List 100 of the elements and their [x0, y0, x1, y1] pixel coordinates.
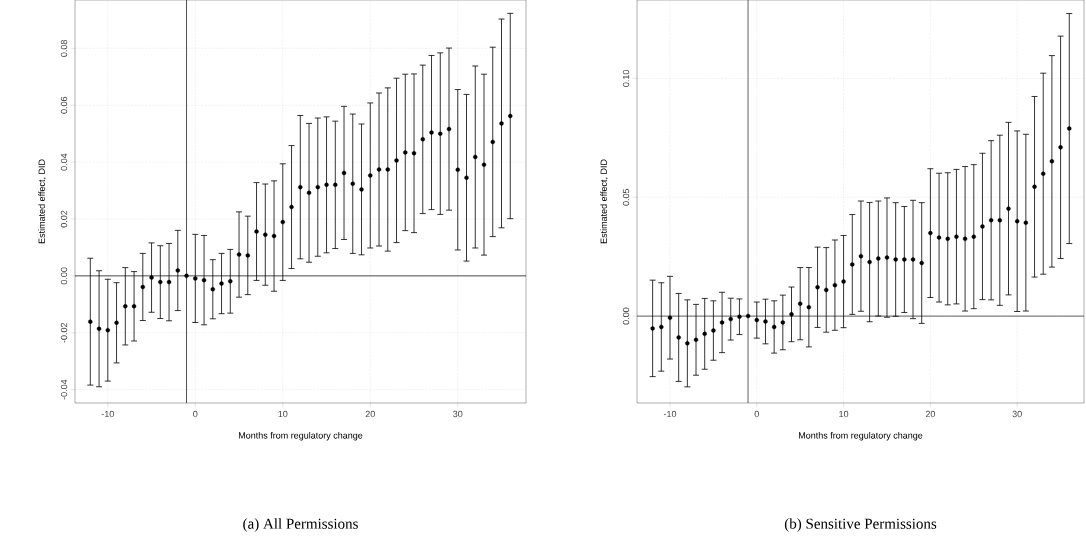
point [96, 326, 102, 331]
x-axis-title: Months from regulatory change [798, 432, 923, 441]
point [420, 137, 425, 142]
point [149, 275, 154, 280]
point [385, 167, 390, 172]
point [815, 285, 820, 290]
y-tick-label: 0.02 [60, 210, 68, 228]
point [315, 184, 320, 190]
point [693, 337, 699, 342]
point [858, 253, 864, 259]
point [902, 257, 907, 262]
point [455, 167, 460, 172]
y-tick-label: 0.00 [622, 307, 630, 325]
y-tick-label: 0.06 [60, 96, 68, 114]
y-tick-label: -0.04 [60, 379, 68, 400]
point [685, 341, 690, 346]
point [158, 279, 163, 285]
point [341, 170, 347, 176]
point [411, 151, 417, 156]
y-axis-title: Estimated effect, DID [38, 159, 46, 244]
point [88, 319, 93, 324]
point [499, 121, 504, 126]
point [928, 230, 933, 236]
point [429, 130, 434, 135]
point [376, 167, 382, 172]
point [789, 312, 794, 317]
point [988, 218, 994, 223]
point [971, 234, 976, 239]
point [228, 279, 233, 284]
point [910, 257, 916, 262]
point [236, 252, 242, 257]
x-tick-label: -10 [663, 410, 677, 418]
point [962, 236, 968, 241]
point [1032, 184, 1037, 189]
point [254, 229, 259, 234]
x-tick-label: 0 [193, 410, 198, 418]
point [919, 260, 924, 266]
point [201, 277, 207, 283]
y-tick-label: 0.10 [622, 70, 630, 87]
point [114, 320, 119, 325]
point [403, 150, 408, 155]
point [263, 232, 268, 237]
point [737, 314, 742, 319]
point [289, 204, 294, 210]
point [193, 276, 198, 281]
point [893, 257, 898, 262]
point [123, 304, 128, 309]
point [368, 173, 373, 178]
point [745, 313, 751, 319]
x-tick-label: 20 [925, 410, 936, 418]
point [945, 236, 950, 241]
point [350, 181, 355, 186]
point [936, 235, 942, 240]
x-tick-label: 10 [278, 410, 288, 418]
point [884, 255, 890, 260]
point [711, 328, 716, 333]
x-tick-label: 20 [365, 410, 375, 418]
point [306, 190, 312, 196]
text: (a) All Permissions [243, 518, 358, 532]
point [850, 262, 855, 267]
point [219, 281, 224, 286]
point [438, 131, 443, 136]
point [676, 335, 681, 340]
point [659, 324, 664, 330]
point [473, 154, 478, 160]
x-tick-label: 30 [1012, 410, 1022, 418]
x-tick-label: 0 [754, 410, 759, 418]
point [359, 187, 364, 192]
point [1023, 220, 1029, 225]
x-tick-label: 30 [453, 410, 463, 418]
point [166, 279, 172, 285]
point [832, 282, 838, 288]
text: (b) Sensitive Permissions [784, 518, 937, 532]
point [824, 287, 829, 293]
point [184, 273, 189, 279]
point [508, 113, 513, 119]
point [754, 317, 759, 323]
point [876, 256, 881, 261]
point [719, 320, 725, 325]
point [797, 301, 803, 306]
point [780, 320, 786, 325]
point [105, 327, 111, 333]
point [394, 158, 399, 163]
y-tick-label: 0.00 [60, 267, 68, 285]
point [667, 315, 673, 320]
x-tick-label: -10 [101, 410, 114, 418]
point [140, 284, 145, 290]
y-tick-label: 0.04 [60, 153, 68, 171]
point [464, 175, 469, 180]
x-axis-title: Months from regulatory change [238, 432, 363, 441]
point [1006, 206, 1011, 211]
y-tick-label: 0.08 [60, 39, 68, 57]
y-tick-label: 0.05 [622, 188, 630, 206]
point [131, 304, 137, 309]
point [867, 259, 872, 265]
point [481, 162, 487, 167]
point [210, 287, 215, 292]
point [763, 319, 768, 324]
point [997, 218, 1003, 223]
point [333, 182, 338, 188]
